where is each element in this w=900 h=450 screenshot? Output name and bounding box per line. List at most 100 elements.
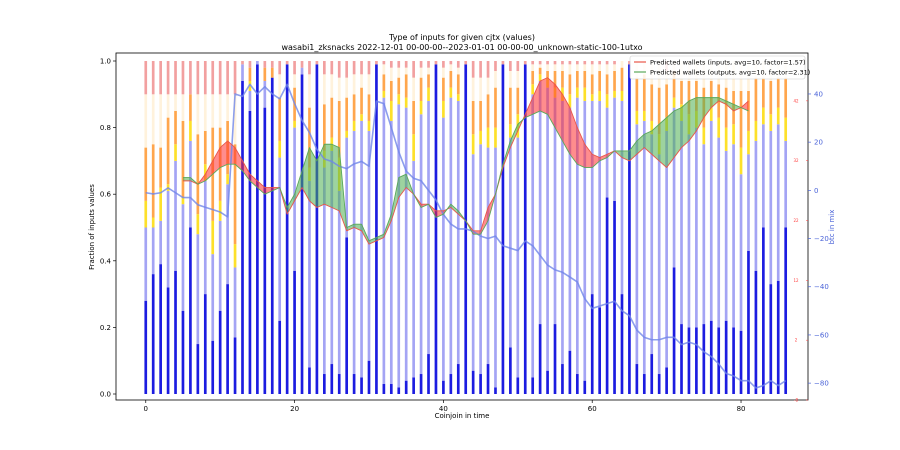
bar-segment — [189, 61, 192, 95]
bar-segment — [278, 157, 282, 321]
bar-segment — [509, 61, 512, 71]
bar-segment — [270, 61, 274, 68]
bar-segment — [553, 97, 557, 325]
bar-segment — [613, 61, 616, 65]
fill-between-segment — [703, 97, 712, 118]
bar-segment — [203, 164, 207, 181]
bar-segment — [561, 64, 564, 71]
x-tick-label: 0 — [144, 405, 148, 413]
bar-segment — [203, 294, 207, 394]
bar-segment — [494, 61, 497, 71]
legend-box — [629, 55, 806, 80]
bar-segment — [561, 70, 564, 88]
bar-segment — [218, 310, 222, 394]
bar-segment — [538, 64, 542, 68]
bar-segment — [732, 327, 735, 394]
bar-segment — [605, 74, 609, 95]
bar-segment — [479, 61, 482, 78]
bar-segment — [367, 360, 371, 394]
bar-segment — [166, 117, 170, 185]
plot-area — [115, 52, 809, 401]
bar-segment — [337, 374, 341, 394]
fill-between-segment — [398, 174, 407, 198]
bar-segment — [568, 350, 572, 394]
bar-segment — [211, 220, 215, 255]
bar-segment — [449, 87, 453, 98]
lines-layer — [145, 77, 787, 389]
bar-segment — [285, 64, 289, 394]
bar-segment — [211, 61, 215, 95]
bar-segment — [293, 120, 296, 128]
bar-segment — [531, 84, 535, 95]
bar-segment — [680, 324, 683, 394]
bar-segment — [494, 387, 497, 394]
bar-segment — [732, 124, 735, 145]
fill-between-segment — [555, 84, 563, 141]
bar-segment — [509, 137, 512, 348]
bar-segment — [449, 61, 453, 65]
bar-segment — [754, 77, 758, 121]
bar-segment — [747, 154, 750, 251]
bar-segment — [144, 200, 148, 228]
bar-segment — [724, 127, 728, 151]
bar-segment — [412, 160, 415, 378]
fill-between-segment — [450, 204, 459, 215]
x-axis-ticks: 0 20 40 60 80 — [144, 400, 745, 413]
fill-between-segment — [316, 144, 325, 208]
bar-segment — [575, 97, 579, 375]
bar-segment — [367, 94, 371, 121]
bar-segment — [494, 70, 497, 88]
bar-segment — [308, 61, 311, 75]
legend-entry-outputs: Predicted wallets (outputs, avg=10, fact… — [650, 69, 810, 77]
bar-segment — [739, 90, 743, 148]
bar-segment — [442, 61, 445, 68]
bar-segment — [538, 67, 542, 75]
bar-segment — [456, 364, 460, 394]
bar-segment — [203, 180, 207, 295]
fill-between-segment — [294, 170, 303, 201]
bar-segment — [382, 97, 386, 385]
bar-segment — [613, 70, 616, 91]
bar-segment — [404, 97, 408, 108]
bar-segment — [181, 120, 185, 198]
bar-segment — [345, 137, 349, 238]
fill-between-segment — [592, 154, 600, 168]
fill-between-segment — [205, 160, 213, 181]
fill-between-segment — [577, 127, 585, 168]
bar-segment — [516, 137, 520, 378]
bar-segment — [427, 61, 430, 68]
bar-segment — [695, 127, 698, 328]
bar-segment — [345, 77, 349, 98]
bar-segment — [159, 220, 162, 265]
bar-segment — [471, 154, 475, 371]
bar-segment — [568, 74, 572, 95]
bar-segment — [620, 294, 624, 394]
fill-between-segment — [532, 80, 541, 115]
bar-segment — [575, 374, 579, 394]
x-axis-label: Coinjoin in time — [435, 412, 490, 420]
bar-segment — [442, 100, 445, 118]
bar-segment — [546, 87, 549, 371]
bar-segment — [166, 190, 170, 288]
bar-segment — [181, 61, 185, 95]
bar-segment — [620, 67, 624, 91]
bar-segment — [769, 80, 773, 115]
bar-segment — [181, 204, 185, 311]
bar-segment — [568, 64, 572, 75]
bar-segment — [375, 61, 378, 65]
bar-segment — [270, 67, 274, 78]
bar-segment — [583, 87, 587, 101]
bar-segment — [486, 147, 490, 365]
red-tick-label: 12 — [793, 278, 799, 283]
bar-segment — [404, 61, 408, 68]
bar-segment — [687, 80, 691, 115]
bar-segment — [494, 87, 497, 128]
bar-segment — [657, 154, 661, 375]
fill-between-segment — [540, 77, 548, 115]
bar-segment — [382, 384, 386, 394]
y-tick-label: 0.2 — [100, 324, 111, 332]
bar-segment — [583, 64, 587, 71]
fill-between-segment — [562, 94, 570, 155]
bar-segment — [531, 377, 535, 394]
right-tick-label: −40 — [814, 283, 829, 291]
